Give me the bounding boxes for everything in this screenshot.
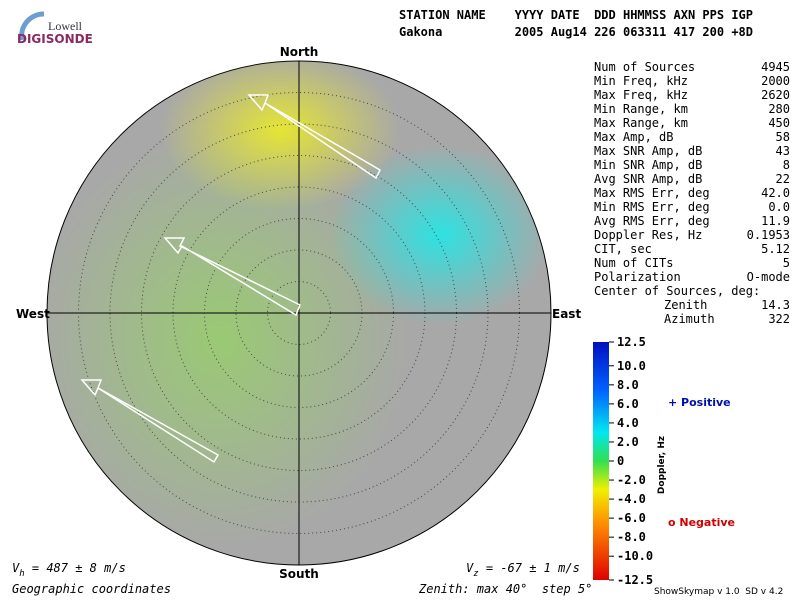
center-label: Zenith: [664, 298, 707, 312]
stat-label: Min Range, km: [594, 102, 688, 116]
arrow: [80, 379, 220, 464]
logo: Lowell DIGISONDE: [17, 11, 93, 46]
stat-value: 5: [783, 256, 790, 270]
colorbar-tick-label: 0: [617, 454, 624, 468]
colorbar-tick-label: 6.0: [617, 397, 639, 411]
colorbar-ticks: 12.5 10.0 8.0 6.0 4.0 2.0 0 -2.0 -4.0 -6.0 -8.0 -10…: [609, 335, 653, 587]
east-label: East: [552, 307, 581, 321]
center-value: 322: [768, 312, 790, 326]
stat-label: Max Range, km: [594, 116, 688, 130]
stat-value: 450: [768, 116, 790, 130]
stat-value: 58: [776, 130, 790, 144]
arrow: [163, 237, 301, 317]
colorbar: [593, 342, 609, 580]
vh-sub: h: [19, 569, 24, 579]
center-value: 14.3: [761, 298, 790, 312]
logo-top: Lowell: [48, 19, 83, 33]
stat-value: 0.0: [768, 200, 790, 214]
velocity-arrows: [80, 94, 381, 464]
colorbar-title: Doppler, Hz: [657, 436, 667, 494]
colorbar-tick-label: -2.0: [617, 473, 646, 487]
colorbar-tick-label: -10.0: [617, 549, 653, 563]
stat-value: 11.9: [761, 214, 790, 228]
stats-table: Num of Sources 4945 Min Freq, kHz 2000 Max F…: [594, 60, 790, 326]
cyan-cloud: [330, 145, 550, 325]
vh-text: = 487 ± 8 m/s: [25, 561, 126, 575]
colorbar-tick-label: 10.0: [617, 359, 646, 373]
stat-value: O-mode: [747, 270, 790, 284]
stat-label: Num of CITs: [594, 256, 673, 270]
vz: Vz = -67 ± 1 m/s: [466, 561, 580, 579]
stat-value: 22: [776, 172, 790, 186]
stat-label: Num of Sources: [594, 60, 695, 74]
stat-label: Avg RMS Err, deg: [594, 214, 710, 228]
vz-sub: z: [473, 569, 478, 579]
south-label: South: [279, 567, 319, 581]
stat-label: Max Freq, kHz: [594, 88, 688, 102]
colorbar-tick-label: -8.0: [617, 530, 646, 544]
north-label: North: [280, 45, 318, 59]
colorbar-tick-label: 2.0: [617, 435, 639, 449]
zenith-note: Zenith: max 40° step 5°: [418, 582, 592, 596]
stat-label: Doppler Res, Hz: [594, 228, 702, 242]
vh-symbol: V: [12, 561, 20, 575]
stat-value: 8: [783, 158, 790, 172]
stat-label: CIT, sec: [594, 242, 652, 256]
stat-label: Max RMS Err, deg: [594, 186, 710, 200]
green-cloud: [47, 130, 410, 550]
stat-label: Avg SNR Amp, dB: [594, 172, 702, 186]
colorbar-tick-label: -12.5: [617, 573, 653, 587]
yellow-cloud: [160, 61, 400, 210]
west-label: West: [16, 307, 50, 321]
stat-value: 4945: [761, 60, 790, 74]
colorbar-tick-label: 4.0: [617, 416, 639, 430]
stat-value: 2620: [761, 88, 790, 102]
header-columns: STATION NAME YYYY DATE DDD HHMMSS AXN PP…: [399, 8, 753, 22]
vz-symbol: V: [466, 561, 474, 575]
stat-value: 0.1953: [747, 228, 790, 242]
stat-value: 280: [768, 102, 790, 116]
colorbar-tick-label: 12.5: [617, 335, 646, 349]
positive-legend: + Positive: [668, 396, 731, 409]
stat-value: 2000: [761, 74, 790, 88]
stat-value: 42.0: [761, 186, 790, 200]
center-label: Azimuth: [664, 312, 715, 326]
header-values: Gakona 2005 Aug14 226 063311 417 200 +8D: [399, 25, 753, 39]
coordinates: Geographic coordinates: [12, 582, 171, 596]
colorbar-tick-label: -6.0: [617, 511, 646, 525]
colorbar-tick-label: -4.0: [617, 492, 646, 506]
sky-disc: [46, 60, 552, 566]
arrow: [247, 94, 381, 180]
center-title: Center of Sources, deg:: [594, 284, 760, 298]
negative-legend: o Negative: [668, 516, 735, 529]
logo-bottom: DIGISONDE: [17, 32, 93, 46]
stat-label: Min RMS Err, deg: [594, 200, 710, 214]
colorbar-tick-label: 8.0: [617, 378, 639, 392]
stat-label: Max Amp, dB: [594, 130, 673, 144]
stat-label: Min Freq, kHz: [594, 74, 688, 88]
version: ShowSkymap v 1.0 SD v 4.2: [654, 587, 783, 597]
vh: Vh = 487 ± 8 m/s: [12, 561, 126, 579]
vz-text: = -67 ± 1 m/s: [479, 561, 580, 575]
stat-label: Max SNR Amp, dB: [594, 144, 702, 158]
stat-value: 43: [776, 144, 790, 158]
stat-label: Min SNR Amp, dB: [594, 158, 702, 172]
stat-value: 5.12: [761, 242, 790, 256]
stat-label: Polarization: [594, 270, 681, 284]
